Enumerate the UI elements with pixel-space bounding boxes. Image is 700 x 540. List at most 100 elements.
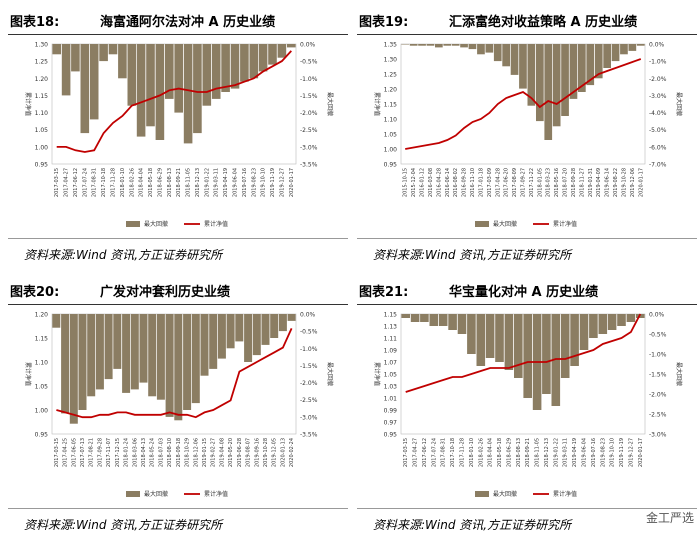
right-axis-label: 最大回撤 (326, 362, 334, 386)
right-tick-label: -1.0% (300, 346, 318, 353)
right-tick-label: -3.0% (649, 93, 667, 100)
left-tick-label: 1.00 (35, 408, 49, 415)
left-tick-label: 1.30 (384, 57, 398, 64)
x-tick-label: 2018-09-21 (176, 168, 182, 197)
x-tick-label: 2018-11-05 (186, 168, 192, 197)
x-tick-label: 2018-04-04 (488, 438, 494, 467)
drawdown-bar (148, 314, 157, 397)
drawdown-bar (435, 44, 443, 48)
drawdown-bar (61, 44, 71, 96)
panel-header: 图表20: 广发对冲套利历史业绩 (8, 278, 348, 305)
x-tick-label: 2017-09-28 (97, 438, 103, 467)
drawdown-bar (451, 44, 460, 46)
figure-number: 图表19: (359, 15, 409, 30)
left-tick-label: 1.05 (35, 384, 49, 391)
legend-swatch-drawdown (475, 491, 489, 497)
x-tick-label: 2017-04-27 (413, 438, 419, 467)
drawdown-bar (193, 44, 202, 134)
drawdown-bar (448, 314, 457, 330)
x-tick-label: 2017-08-21 (89, 438, 95, 467)
left-tick-label: 0.99 (384, 408, 398, 415)
drawdown-bar (165, 44, 174, 99)
drawdown-bar (258, 44, 268, 72)
x-tick-label: 2018-09-28 (571, 168, 577, 197)
left-tick-label: 1.13 (384, 324, 398, 331)
drawdown-bar (139, 314, 148, 383)
x-tick-label: 2017-07-24 (431, 438, 437, 467)
drawdown-bar (95, 314, 104, 390)
drawdown-bar (485, 314, 495, 358)
right-axis-label: 最大回撤 (326, 92, 334, 116)
left-tick-label: 1.00 (35, 144, 49, 151)
source-divider (8, 508, 348, 509)
x-tick-label: 2017-09-27 (521, 168, 527, 197)
right-tick-label: -3.0% (300, 144, 318, 151)
x-tick-label: 2018-07-20 (563, 168, 569, 197)
x-tick-label: 2019-04-08 (219, 438, 225, 467)
drawdown-bar (502, 44, 510, 67)
drawdown-bar (252, 314, 261, 356)
x-tick-label: 2018-04-04 (139, 168, 145, 197)
drawdown-bar (165, 314, 174, 417)
drawdown-bar (401, 314, 410, 318)
chart-panel-4: 图表21: 华宝量化对冲 A 历史业绩 1.15 1.13 1.11 1.09 1.07… (357, 278, 697, 538)
drawdown-bar (495, 314, 504, 362)
source-note: 资料来源:Wind 资讯,方正证券研究所 (373, 518, 572, 532)
x-tick-label: 2017-10-18 (450, 438, 456, 467)
nav-line (405, 313, 642, 393)
right-tick-label: -2.0% (649, 76, 667, 83)
drawdown-bar (287, 314, 296, 321)
x-tick-label: 2018-08-10 (167, 438, 173, 467)
drawdown-bar (113, 314, 122, 369)
drawdown-bar (443, 44, 452, 46)
x-tick-label: 2018-01-05 (537, 168, 543, 197)
x-tick-label: 2019-02-27 (211, 438, 217, 467)
x-tick-label: 2019-06-14 (605, 168, 611, 197)
left-tick-label: 1.01 (384, 396, 398, 403)
drawdown-bar (217, 314, 226, 359)
x-tick-label: 2018-05-16 (554, 168, 560, 197)
plot-area (51, 313, 297, 435)
x-tick-label: 2017-07-13 (80, 438, 86, 467)
drawdown-bar (89, 44, 99, 120)
drawdown-bar (130, 314, 139, 390)
left-tick-label: 1.15 (35, 336, 49, 343)
drawdown-bar (80, 44, 90, 134)
right-tick-label: -2.0% (649, 392, 667, 399)
right-axis-label: 最大回撤 (675, 362, 683, 386)
drawdown-bar (209, 314, 218, 369)
left-tick-label: 1.15 (35, 93, 49, 100)
left-tick-label: 1.20 (384, 87, 398, 94)
x-tick-label: 2017-08-31 (92, 168, 98, 197)
x-tick-label: 2018-05-18 (497, 438, 503, 467)
left-tick-label: 1.15 (384, 312, 398, 319)
x-tick-label: 2019-10-10 (261, 168, 267, 197)
figure-title: 广发对冲套利历史业绩 (100, 285, 231, 300)
x-tick-label: 2017-04-25 (63, 438, 69, 467)
nav-line (56, 50, 292, 153)
x-tick-label: 2017-06-20 (504, 168, 510, 197)
x-tick-label: 2019-06-04 (233, 168, 239, 197)
x-tick-label: 2015-12-04 (411, 168, 417, 197)
x-tick-label: 2018-09-21 (525, 438, 531, 467)
x-tick-label: 2018-01-10 (120, 168, 126, 197)
drawdown-bar (69, 314, 78, 424)
x-tick-label: 2018-04-13 (141, 438, 147, 467)
x-tick-label: 2017-12-15 (115, 438, 121, 467)
right-tick-label: -2.0% (300, 380, 318, 387)
x-tick-label: 2017-06-12 (422, 438, 428, 467)
right-tick-label: -1.5% (300, 93, 318, 100)
x-tick-label: 2019-07-16 (242, 168, 248, 197)
left-tick-label: 1.15 (384, 102, 398, 109)
drawdown-bar (519, 44, 527, 89)
legend-swatch-drawdown (126, 491, 140, 497)
x-tick-label: 2018-05-24 (150, 438, 156, 467)
x-tick-label: 2019-11-19 (270, 168, 276, 197)
drawdown-bar (277, 44, 287, 58)
left-tick-label: 1.00 (384, 147, 398, 154)
chart-4: 1.15 1.13 1.11 1.09 1.07 1.05 1.03 1.01 0.99 0.97… (373, 312, 683, 499)
drawdown-bar (226, 314, 235, 349)
drawdown-bar (617, 314, 626, 326)
drawdown-bar (457, 314, 467, 334)
x-tick-label: 2019-10-28 (263, 438, 269, 467)
